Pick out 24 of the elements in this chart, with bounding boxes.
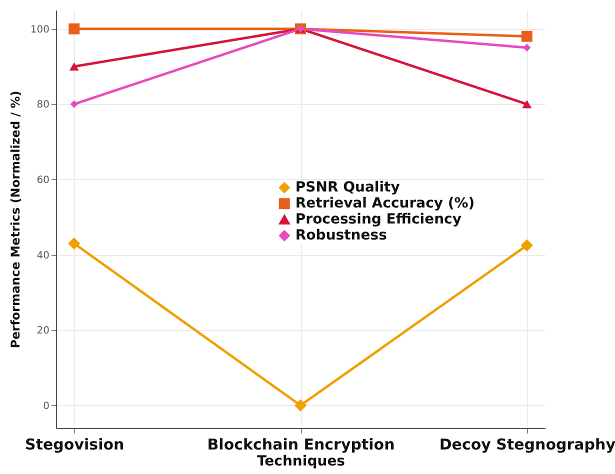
x-tick-label: Decoy Stegnography [439,436,615,454]
point [294,399,307,412]
x-tick-label: Stegovision [25,436,124,454]
y-tick-label: 80 [36,100,50,111]
x-tick-label: Blockchain Encryption [207,436,395,454]
y-axis-title: Performance Metrics (Normalized / %) [8,90,22,348]
point [68,237,80,250]
y-tick-label: 40 [36,250,50,262]
legend-label: Robustness [295,228,387,244]
point [521,30,532,42]
legend-label: Retrieval Accuracy (%) [295,196,475,212]
legend-label: Processing Efficiency [295,212,462,228]
point [522,100,532,108]
y-tick-label: 20 [36,326,50,337]
point [520,239,534,252]
legend-label: PSNR Quality [295,180,400,196]
point [69,62,79,71]
y-tick-label: 60 [36,174,50,186]
point [68,23,80,34]
y-tick-label: 0 [43,400,50,412]
y-tick-label: 100 [30,24,50,36]
point [70,100,78,108]
point [523,44,531,52]
x-axis-title: Techniques [256,454,346,470]
